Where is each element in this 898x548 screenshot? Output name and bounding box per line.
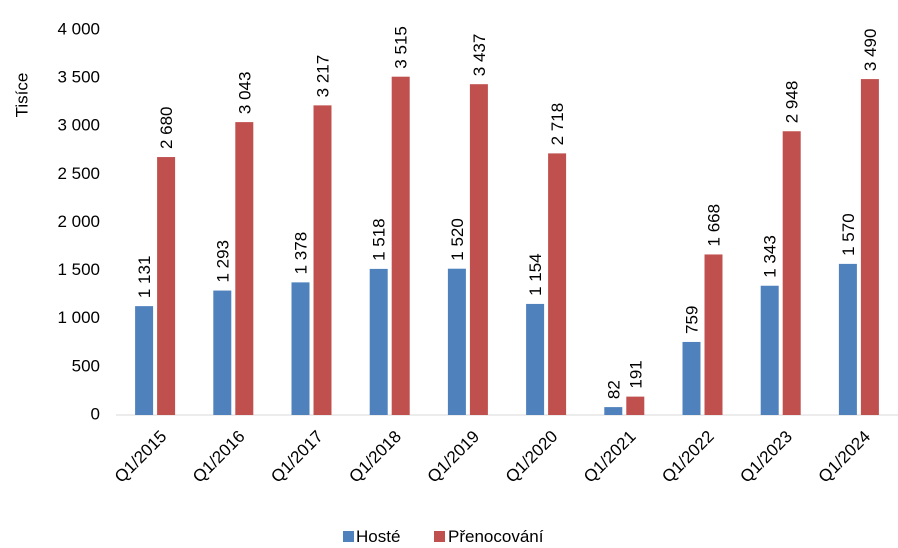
data-label: 191 xyxy=(626,360,645,388)
x-tick-label: Q1/2016 xyxy=(189,427,249,487)
data-label: 1 378 xyxy=(292,232,311,275)
legend-swatch-prenocovani xyxy=(434,531,445,542)
data-label: 1 343 xyxy=(761,235,780,278)
y-tick-label: 2 500 xyxy=(57,164,100,183)
bar-hoste xyxy=(682,341,701,415)
bar-prenocovani xyxy=(704,254,723,415)
data-label: 3 515 xyxy=(392,26,411,69)
y-tick-label: 4 000 xyxy=(57,19,100,38)
data-label: 3 490 xyxy=(861,29,880,72)
data-label: 3 437 xyxy=(470,34,489,77)
bar-hoste xyxy=(526,303,545,415)
legend-label-hoste: Hosté xyxy=(356,527,400,546)
data-label: 1 293 xyxy=(213,240,232,283)
data-label: 2 948 xyxy=(783,81,802,124)
bar-hoste xyxy=(369,268,388,415)
data-label: 759 xyxy=(683,306,702,334)
y-tick-label: 0 xyxy=(91,404,100,423)
bar-hoste xyxy=(213,290,232,415)
bar-hoste xyxy=(135,306,154,415)
bar-hoste xyxy=(291,282,310,415)
data-label: 1 154 xyxy=(526,253,545,296)
y-axis-title: Tisíce xyxy=(12,73,31,118)
bar-prenocovani xyxy=(782,131,801,415)
bar-prenocovani xyxy=(391,76,410,416)
x-tick-label: Q1/2020 xyxy=(502,427,562,487)
bar-prenocovani xyxy=(626,396,645,415)
y-tick-label: 1 500 xyxy=(57,260,100,279)
x-tick-label: Q1/2019 xyxy=(424,427,484,487)
data-label: 3 217 xyxy=(314,55,333,98)
x-tick-label: Q1/2018 xyxy=(345,427,405,487)
y-tick-label: 3 500 xyxy=(57,68,100,87)
y-tick-label: 2 000 xyxy=(57,212,100,231)
y-tick-label: 3 000 xyxy=(57,116,100,135)
y-tick-label: 500 xyxy=(72,356,100,375)
data-label: 1 668 xyxy=(705,204,724,247)
y-axis: 0 500 1 000 1 500 2 000 2 500 3 000 3 500 4 000 xyxy=(57,19,100,423)
x-tick-label: Q1/2021 xyxy=(580,427,640,487)
data-label: 1 131 xyxy=(135,256,154,299)
data-label: 2 718 xyxy=(548,103,567,146)
data-label: 1 570 xyxy=(839,213,858,256)
bar-hoste xyxy=(604,407,623,415)
bar-prenocovani xyxy=(469,84,488,415)
x-tick-label: Q1/2024 xyxy=(815,427,875,487)
bar-prenocovani xyxy=(313,105,332,416)
data-label: 3 043 xyxy=(235,72,254,115)
bar-prenocovani xyxy=(157,157,176,416)
data-label: 2 680 xyxy=(157,107,176,150)
legend: Hosté Přenocování xyxy=(343,527,544,546)
x-axis: Q1/2015 Q1/2016 Q1/2017 Q1/2018 Q1/2019 Q1/20… xyxy=(111,427,874,487)
bars-group xyxy=(135,76,879,416)
data-labels-group: 1 131 2 680 1 293 3 043 1 378 3 217 1 518 3 515… xyxy=(135,26,880,399)
y-tick-label: 1 000 xyxy=(57,308,100,327)
data-label: 1 518 xyxy=(370,218,389,261)
x-tick-label: Q1/2022 xyxy=(658,427,718,487)
data-label: 1 520 xyxy=(448,218,467,261)
legend-swatch-hoste xyxy=(343,531,354,542)
bar-hoste xyxy=(838,263,857,415)
bar-prenocovani xyxy=(548,153,567,415)
legend-label-prenocovani: Přenocování xyxy=(448,527,544,546)
bar-prenocovani xyxy=(235,122,254,415)
bar-hoste xyxy=(447,268,466,415)
x-tick-label: Q1/2017 xyxy=(267,427,327,487)
x-tick-label: Q1/2015 xyxy=(111,427,171,487)
x-tick-label: Q1/2023 xyxy=(736,427,796,487)
bar-hoste xyxy=(760,285,779,415)
data-label: 82 xyxy=(604,380,623,399)
bar-prenocovani xyxy=(860,79,879,416)
